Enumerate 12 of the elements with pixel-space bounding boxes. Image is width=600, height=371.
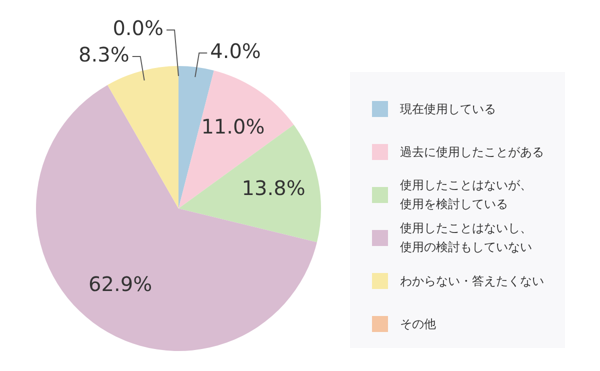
legend-label: その他 [400, 316, 437, 332]
data-label: 62.9% [88, 272, 152, 296]
data-label: 8.3% [78, 42, 130, 67]
legend-label: わからない・答えたくない [400, 272, 545, 290]
legend-label: 使用したことはないし、使用の検討もしていない [400, 220, 533, 256]
text: 0.0% [112, 16, 164, 40]
data-label: 13.8% [242, 176, 306, 200]
legend-label: 過去に使用したことがある [400, 144, 545, 160]
legend-label: 使用したことはないが、使用を検討している [400, 177, 533, 213]
data-label: 11.0% [201, 114, 265, 139]
data-label: 4.0% [210, 39, 261, 64]
legend-label: 現在使用している [400, 100, 497, 118]
